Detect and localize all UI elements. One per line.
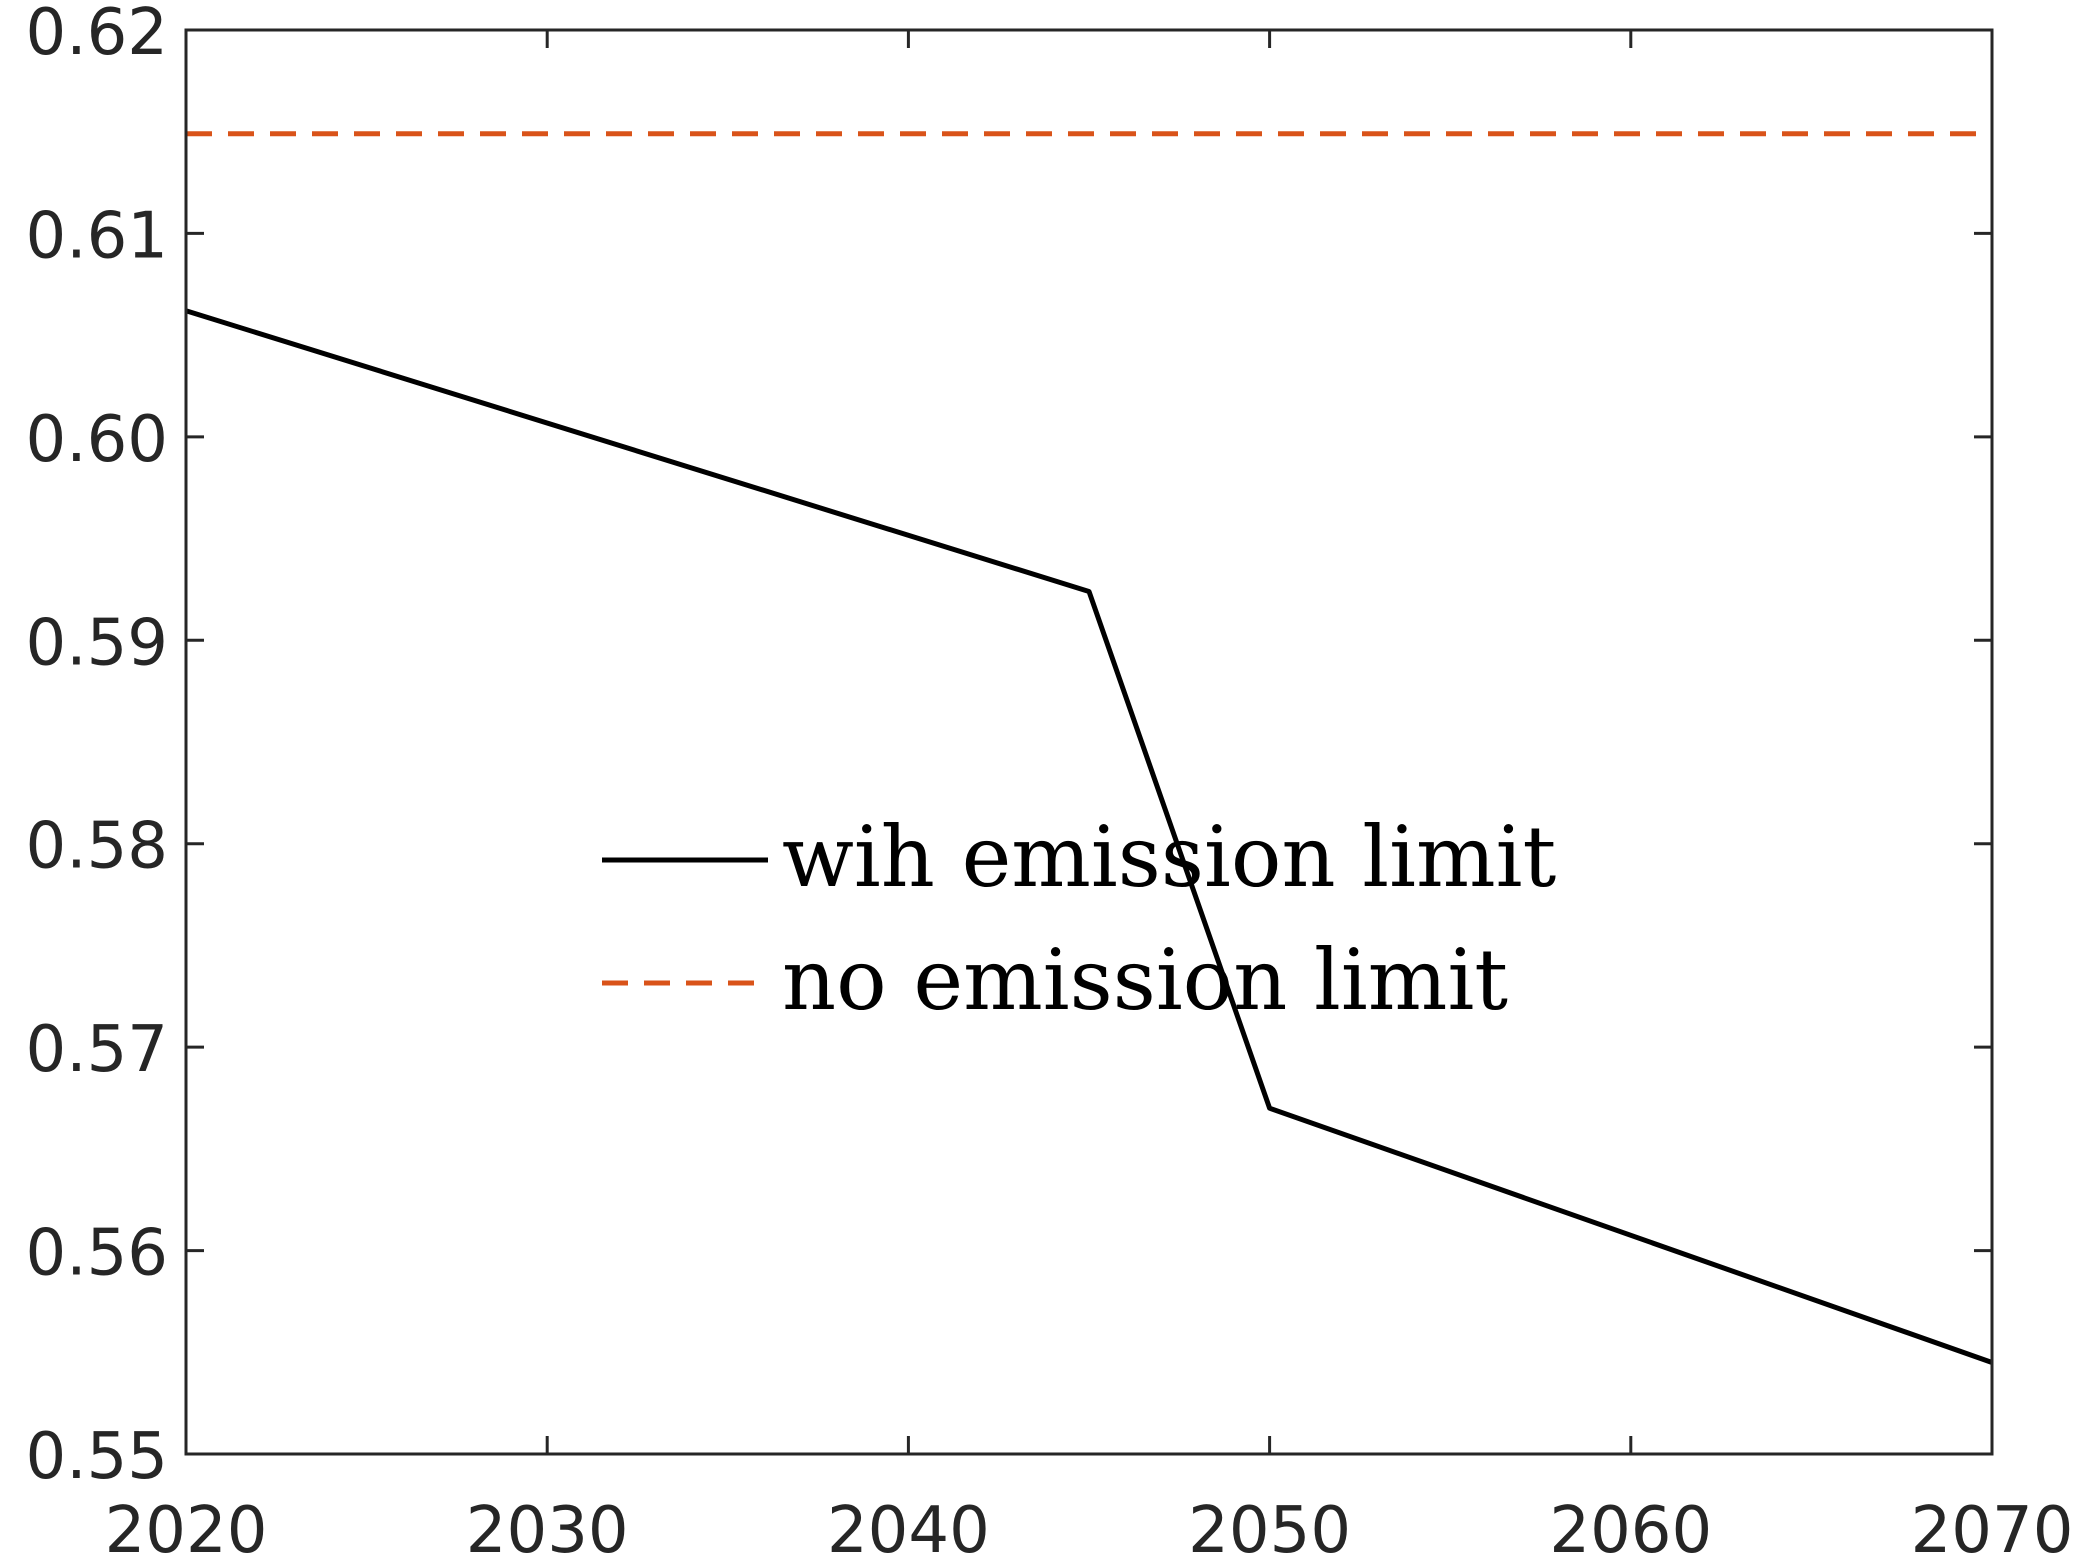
y-tick-label: 0.59 xyxy=(26,606,169,680)
x-tick-label: 2070 xyxy=(1911,1494,2074,1554)
y-tick-label: 0.60 xyxy=(26,403,169,477)
y-tick-label: 0.57 xyxy=(26,1013,169,1087)
legend-label-2: no emission limit xyxy=(782,931,1508,1029)
y-tick-label: 0.58 xyxy=(26,810,169,884)
x-tick-label: 2030 xyxy=(466,1494,629,1554)
plot-area xyxy=(186,30,1992,1454)
series-line-1 xyxy=(185,308,1993,1365)
series-layer xyxy=(185,131,1993,1365)
y-tick-label: 0.62 xyxy=(26,0,169,70)
x-tick-labels: 2020 2030 2040 2050 2060 2070 xyxy=(105,1494,2074,1554)
y-tick-label: 0.55 xyxy=(26,1420,169,1494)
y-tick-label: 0.61 xyxy=(26,199,169,273)
plot-frame xyxy=(184,28,1994,1456)
y-tick-label: 0.56 xyxy=(26,1217,169,1291)
x-tick-label: 2020 xyxy=(105,1494,268,1554)
y-tick-labels: 0.55 0.56 0.57 0.58 0.59 0.60 0.61 0.62 xyxy=(26,0,169,1494)
legend-label-1: wih emission limit xyxy=(782,808,1556,906)
x-tick-label: 2050 xyxy=(1188,1494,1351,1554)
x-tick-label: 2040 xyxy=(827,1494,990,1554)
x-tick-label: 2060 xyxy=(1549,1494,1712,1554)
legend: wih emission limit no emission limit xyxy=(602,808,1556,1029)
